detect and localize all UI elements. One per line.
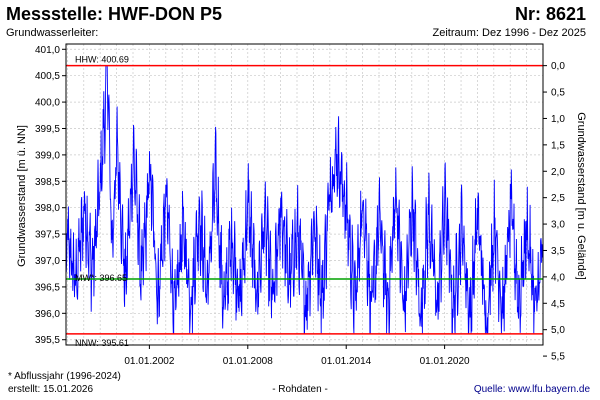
footnote: * Abflussjahr (1996-2024) bbox=[8, 371, 121, 382]
y-tick-label: 400,5 bbox=[35, 71, 60, 82]
x-tick-label: 01.01.2020 bbox=[420, 356, 470, 367]
y-tick-label: 396,5 bbox=[35, 282, 60, 293]
grid bbox=[66, 44, 543, 345]
created-date: erstellt: 15.01.2026 bbox=[8, 384, 94, 395]
series-layer bbox=[65, 65, 544, 335]
y-tick-label: 401,0 bbox=[35, 45, 60, 56]
y2-tick-label: 5,5 bbox=[551, 352, 565, 363]
y2-tick-label: 0,0 bbox=[551, 61, 565, 72]
y-tick-label: 397,0 bbox=[35, 256, 60, 267]
y2-tick-label: 3,5 bbox=[551, 246, 565, 257]
ref-line-label: MW*: 396.65 bbox=[75, 273, 127, 283]
y2-tick-label: 2,5 bbox=[551, 193, 565, 204]
axes: 395,5 396,0 396,5 397,0 397,5 398,0 398,5 399,0… bbox=[35, 43, 565, 367]
ref-line-label: NNW: 395.61 bbox=[75, 338, 129, 348]
y2-axis-title: Grundwasserstand [m u. Gelände] bbox=[575, 112, 587, 280]
y2-tick-label: 1,5 bbox=[551, 140, 565, 151]
y2-tick-label: 5,0 bbox=[551, 325, 565, 336]
plot-frame bbox=[65, 43, 544, 346]
y2-tick-label: 4,0 bbox=[551, 272, 565, 283]
y-tick-label: 400,0 bbox=[35, 98, 60, 109]
y2-tick-label: 4,5 bbox=[551, 299, 565, 310]
y2-tick-label: 2,0 bbox=[551, 167, 565, 178]
x-tick-label: 01.01.2014 bbox=[321, 356, 371, 367]
y-tick-label: 398,5 bbox=[35, 177, 60, 188]
water-level-series bbox=[65, 65, 544, 335]
y2-tick-label: 1,0 bbox=[551, 114, 565, 125]
y2-tick-label: 0,5 bbox=[551, 88, 565, 99]
data-kind-label: - Rohdaten - bbox=[272, 384, 328, 395]
ref-line-label: HHW: 400.69 bbox=[75, 55, 129, 65]
y-tick-label: 399,0 bbox=[35, 150, 60, 161]
period-label: Zeitraum: Dez 1996 - Dez 2025 bbox=[432, 27, 586, 39]
x-tick-label: 01.01.2002 bbox=[124, 356, 174, 367]
y-tick-label: 396,0 bbox=[35, 309, 60, 320]
aquifer-label: Grundwasserleiter: bbox=[6, 27, 99, 39]
y-tick-label: 398,0 bbox=[35, 203, 60, 214]
y-axis-title: Grundwasserstand [m ü. NN] bbox=[16, 125, 28, 267]
x-tick-label: 01.01.2008 bbox=[223, 356, 273, 367]
y-tick-label: 399,5 bbox=[35, 124, 60, 135]
y-tick-label: 397,5 bbox=[35, 230, 60, 241]
y2-tick-label: 3,0 bbox=[551, 220, 565, 231]
y-tick-label: 395,5 bbox=[35, 335, 60, 346]
station-title: Messstelle: HWF-DON P5 bbox=[6, 4, 223, 24]
station-number: Nr: 8621 bbox=[514, 4, 586, 24]
reference-lines: HHW: 400.69 MW*: 396.65 NNW: 395.61 bbox=[66, 55, 543, 348]
source-link[interactable]: Quelle: www.lfu.bayern.de bbox=[473, 384, 590, 395]
